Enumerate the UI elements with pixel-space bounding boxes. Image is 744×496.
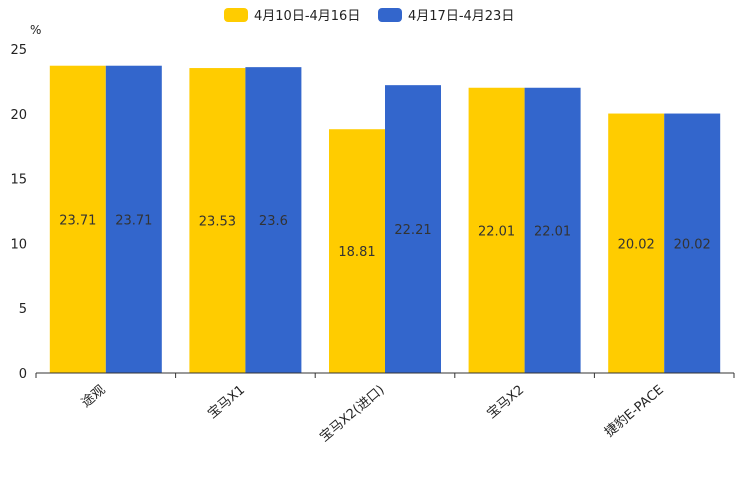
bar-value-label-3-series-2: 22.01 — [534, 224, 571, 239]
x-category-label-1: 宝马X1 — [205, 383, 248, 422]
bar-0-series-1[interactable] — [49, 65, 106, 374]
legend-label-1[interactable]: 4月10日-4月16日 — [254, 9, 360, 24]
bar-value-label-1-series-1: 23.53 — [199, 215, 236, 230]
x-category-label-4: 捷豹E-PACE — [602, 383, 667, 441]
legend-swatch-2[interactable] — [378, 8, 402, 22]
bar-value-label-3-series-1: 22.01 — [478, 224, 515, 239]
bar-0-series-2[interactable] — [105, 65, 162, 374]
x-axis — [35, 372, 735, 378]
bar-value-label-0-series-2: 23.71 — [115, 213, 152, 228]
x-category-label-2: 宝马X2(进口) — [317, 383, 387, 445]
x-axis-category-labels: 途观 宝马X1 宝马X2(进口) 宝马X2 捷豹E-PACE — [78, 382, 667, 445]
bar-4-series-2[interactable] — [664, 113, 721, 373]
y-axis-unit-label: % — [30, 23, 41, 37]
bar-value-label-4-series-2: 20.02 — [674, 237, 711, 252]
bar-value-label-4-series-1: 20.02 — [618, 237, 655, 252]
bar-4-series-1[interactable] — [608, 113, 665, 373]
bar-2-series-1[interactable] — [329, 129, 385, 373]
y-axis-ticks: 0 5 10 15 20 25 — [10, 43, 27, 382]
y-tick-label-5: 5 — [19, 302, 27, 317]
legend-label-2[interactable]: 4月17日-4月23日 — [408, 9, 514, 24]
bar-value-labels: 23.71 23.71 23.53 23.6 18.81 22.21 22.01 22.01 2… — [59, 213, 711, 260]
y-tick-label-10: 10 — [10, 237, 27, 252]
bar-3-series-1[interactable] — [468, 87, 525, 373]
legend-swatch-1[interactable] — [224, 8, 248, 22]
bar-1-series-2[interactable] — [245, 67, 302, 374]
bar-value-label-0-series-1: 23.71 — [59, 213, 96, 228]
bars — [49, 65, 721, 374]
bar-value-label-2-series-2: 22.21 — [394, 223, 431, 238]
bar-2-series-2[interactable] — [385, 85, 441, 374]
bar-1-series-1[interactable] — [189, 68, 246, 373]
x-category-label-0: 途观 — [78, 382, 108, 411]
y-tick-label-0: 0 — [19, 367, 27, 382]
bar-value-label-2-series-1: 18.81 — [338, 245, 375, 260]
legend: 4月10日-4月16日 4月17日-4月23日 — [224, 8, 514, 24]
y-tick-label-20: 20 — [10, 108, 27, 123]
bar-3-series-2[interactable] — [524, 87, 581, 373]
y-tick-label-15: 15 — [10, 173, 27, 188]
x-category-label-3: 宝马X2 — [484, 383, 527, 422]
bar-value-label-1-series-2: 23.6 — [259, 214, 288, 229]
y-tick-label-25: 25 — [10, 43, 27, 58]
